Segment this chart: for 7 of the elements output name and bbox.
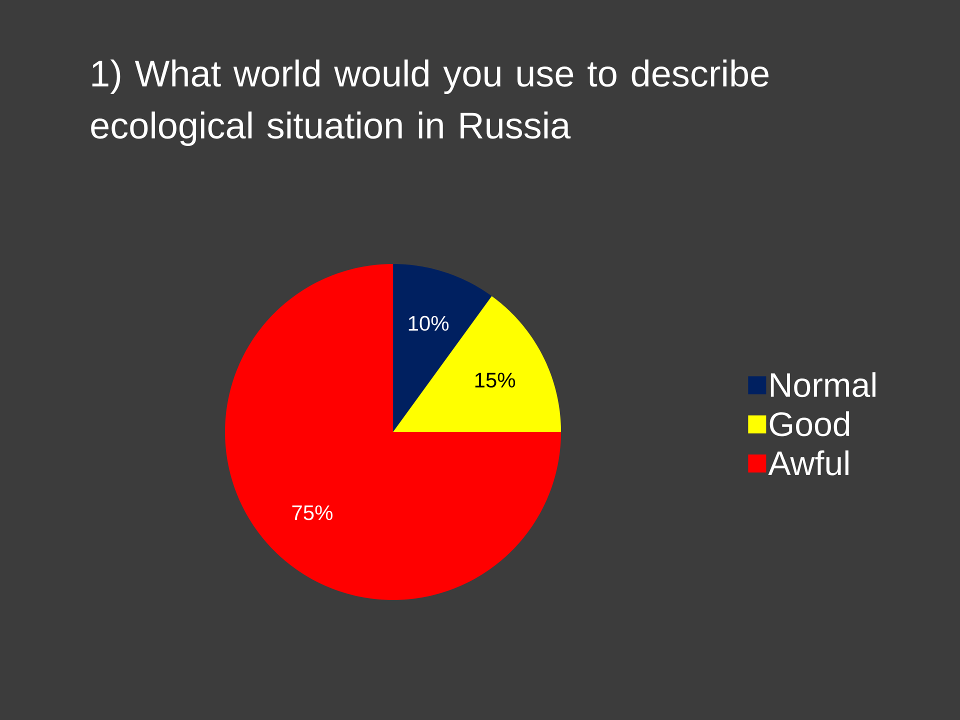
legend-label: Good bbox=[770, 411, 850, 436]
data-label: 10% bbox=[408, 316, 449, 331]
data-label: 75% bbox=[292, 505, 332, 520]
legend-label: Normal bbox=[770, 372, 876, 398]
legend-label: Awful bbox=[768, 450, 848, 476]
data-label: 15% bbox=[475, 372, 516, 388]
chart-title: 1) What world would you use to describe ecological situation in Russia bbox=[91, 60, 768, 146]
